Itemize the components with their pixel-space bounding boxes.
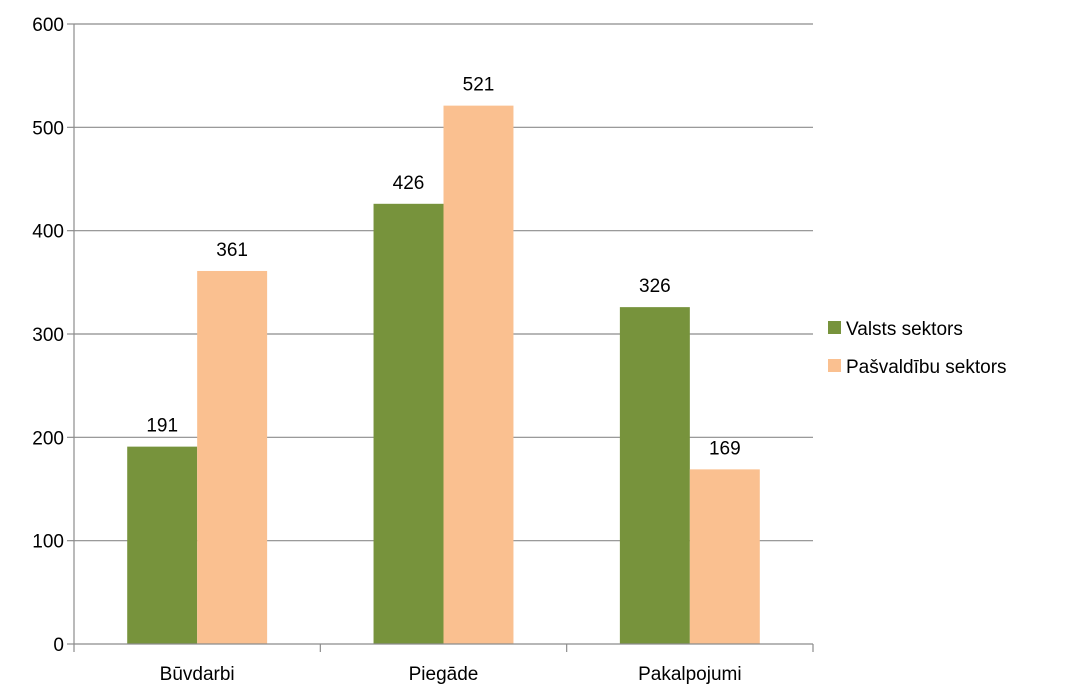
bar [619, 307, 690, 644]
data-labels: 191 361 426 521 326 169 [146, 75, 740, 460]
x-category-label: Piegāde [409, 664, 479, 685]
bars [127, 105, 760, 645]
x-axis-category-labels: Būvdarbi Piegāde Pakalpojumi [160, 664, 742, 685]
legend-swatch [828, 359, 841, 372]
bar [197, 270, 268, 644]
data-label: 426 [393, 173, 425, 194]
axes [67, 23, 814, 652]
y-tick-label: 400 [32, 222, 64, 243]
bar [127, 446, 198, 644]
legend-swatch [828, 321, 841, 334]
data-label: 326 [639, 276, 671, 297]
y-tick-label: 600 [32, 15, 64, 36]
data-label: 169 [709, 438, 741, 459]
y-tick-label: 300 [32, 325, 64, 346]
bar [689, 469, 760, 644]
x-category-label: Būvdarbi [160, 664, 235, 685]
legend-label: Valsts sektors [846, 319, 963, 340]
data-label: 521 [463, 75, 495, 96]
bar [373, 203, 444, 645]
y-tick-label: 0 [53, 635, 64, 656]
bar [443, 105, 514, 645]
legend: Valsts sektors Pašvaldību sektors [828, 319, 1007, 378]
y-tick-label: 100 [32, 532, 64, 553]
y-axis-tick-labels: 0 100 200 300 400 500 600 [32, 15, 64, 656]
legend-label: Pašvaldību sektors [846, 357, 1007, 378]
y-tick-label: 500 [32, 118, 64, 139]
data-label: 191 [146, 416, 178, 437]
x-category-label: Pakalpojumi [638, 664, 742, 685]
y-tick-label: 200 [32, 428, 64, 449]
data-label: 361 [216, 240, 248, 261]
